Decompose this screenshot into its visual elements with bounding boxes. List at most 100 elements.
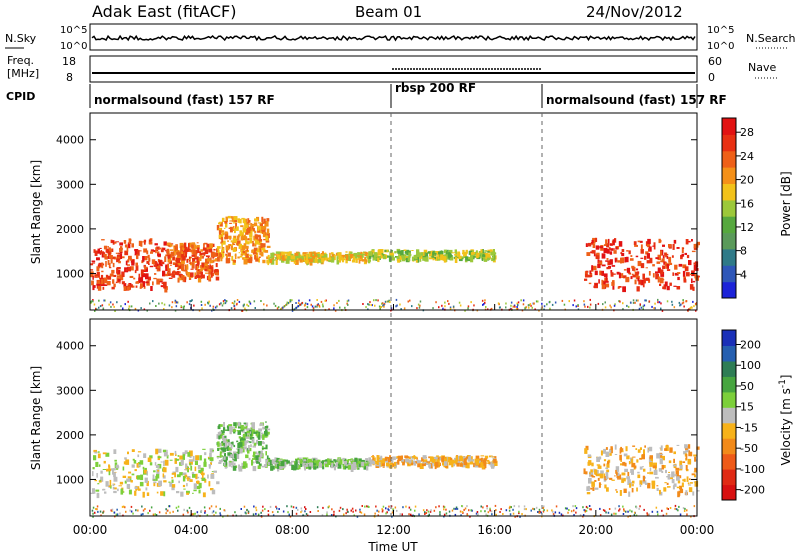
- echo-cell: [110, 239, 113, 244]
- echo-cell: [533, 508, 536, 511]
- echo-cell: [630, 255, 633, 257]
- echo-cell: [116, 269, 121, 274]
- echo-cell: [205, 272, 209, 274]
- echo-cell: [174, 301, 177, 304]
- echo-cell: [382, 509, 384, 512]
- echo-cell: [377, 257, 380, 263]
- echo-cell: [444, 461, 448, 466]
- echo-cell: [637, 260, 642, 267]
- echo-cell: [188, 258, 191, 261]
- echo-cell: [215, 505, 217, 508]
- echo-cell: [618, 505, 620, 508]
- echo-cell: [676, 476, 680, 481]
- echo-cell: [254, 243, 257, 247]
- echo-cell: [356, 465, 359, 470]
- echo-cell: [197, 276, 202, 283]
- echo-cell: [155, 465, 160, 468]
- echo-cell: [138, 240, 142, 246]
- echo-cell: [106, 468, 109, 472]
- echo-cell: [285, 303, 288, 306]
- echo-cell: [656, 261, 661, 264]
- colorbar-tick-label: 50: [740, 380, 754, 393]
- echo-cell: [692, 300, 694, 303]
- echo-cell: [154, 273, 157, 275]
- echo-cell: [443, 508, 445, 511]
- echo-cell: [644, 482, 648, 485]
- echo-cell: [257, 226, 260, 230]
- echo-cell: [258, 450, 261, 456]
- echo-cell: [115, 465, 120, 469]
- colorbar-cell: [722, 376, 736, 393]
- echo-cell: [657, 513, 659, 516]
- echo-cell: [219, 424, 223, 427]
- echo-cell: [612, 280, 614, 286]
- echo-cell: [458, 301, 461, 304]
- echo-cell: [660, 260, 662, 263]
- echo-cell: [609, 243, 612, 246]
- echo-cell: [157, 456, 162, 459]
- echo-cell: [237, 430, 241, 435]
- echo-cell: [186, 492, 189, 495]
- echo-cell: [694, 274, 698, 279]
- echo-cell: [265, 444, 268, 450]
- echo-cell: [167, 509, 169, 512]
- echo-cell: [208, 465, 211, 469]
- echo-cell: [105, 249, 109, 253]
- echo-cell: [201, 477, 206, 481]
- echo-cell: [245, 258, 250, 263]
- echo-cell: [485, 306, 487, 308]
- echo-cell: [287, 511, 289, 514]
- echo-cell: [186, 490, 190, 494]
- echo-cell: [366, 460, 368, 463]
- echo-cell: [688, 308, 690, 311]
- echo-cell: [643, 278, 646, 284]
- echo-cell: [665, 445, 669, 451]
- echo-cell: [684, 444, 688, 449]
- echo-cell: [327, 459, 332, 465]
- echo-cell: [128, 307, 130, 310]
- echo-cell: [437, 254, 440, 260]
- echo-cell: [648, 248, 650, 252]
- echo-cell: [140, 269, 144, 275]
- y-tick-label: 1000: [56, 473, 84, 486]
- echo-cell: [668, 256, 672, 263]
- echo-cell: [620, 257, 622, 264]
- echo-cell: [519, 515, 521, 518]
- echo-cell: [455, 455, 458, 460]
- echo-cell: [596, 457, 600, 462]
- echo-cell: [534, 308, 536, 311]
- echo-cell: [554, 301, 557, 304]
- echo-cell: [112, 256, 115, 259]
- echo-cell: [633, 514, 636, 517]
- echo-cell: [220, 257, 223, 262]
- echo-cell: [113, 283, 116, 288]
- echo-cell: [221, 304, 224, 307]
- echo-cell: [243, 433, 246, 439]
- echo-cell: [621, 273, 624, 278]
- echo-cell: [618, 300, 620, 303]
- echo-cell: [359, 461, 362, 464]
- echo-cell: [431, 256, 434, 258]
- echo-cell: [419, 463, 424, 467]
- echo-cell: [673, 483, 677, 487]
- echo-cell: [193, 261, 197, 263]
- echo-cell: [646, 253, 650, 259]
- echo-cell: [376, 456, 379, 460]
- echo-cell: [305, 513, 308, 515]
- echo-cell: [214, 269, 218, 276]
- echo-cell: [389, 301, 391, 303]
- echo-cell: [141, 505, 143, 508]
- echo-cell: [380, 306, 383, 308]
- echo-cell: [134, 469, 137, 472]
- echo-cell: [109, 267, 112, 269]
- echo-cell: [258, 457, 262, 463]
- echo-cell: [462, 252, 464, 255]
- echo-cell: [497, 302, 500, 305]
- echo-cell: [210, 488, 214, 491]
- echo-cell: [169, 249, 174, 251]
- echo-cell: [642, 273, 645, 280]
- echo-cell: [424, 461, 429, 465]
- echo-cell: [168, 304, 171, 307]
- echo-cell: [152, 513, 155, 516]
- echo-cell: [134, 490, 137, 496]
